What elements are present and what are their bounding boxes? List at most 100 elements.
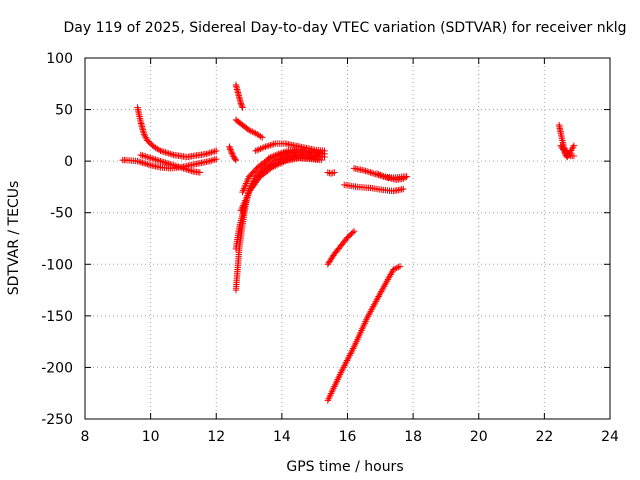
data-point [142, 160, 149, 167]
data-point [162, 159, 169, 166]
y-tick-label: -200 [41, 360, 73, 376]
data-point [561, 149, 568, 156]
grid [85, 58, 610, 419]
data-point [211, 148, 218, 155]
data-point [568, 145, 576, 153]
data-point [239, 104, 246, 111]
series-arc-14 [324, 228, 358, 268]
data-point [144, 161, 151, 168]
y-tick-label: 100 [46, 51, 73, 67]
data-point [318, 149, 325, 157]
data-point [209, 148, 217, 156]
data-point [349, 229, 356, 236]
data-point [401, 174, 409, 181]
data-point [329, 169, 336, 177]
data-point [360, 167, 368, 174]
data-point [248, 185, 255, 193]
series-arc-6 [232, 116, 266, 141]
data-point [150, 155, 158, 163]
data-point [567, 147, 575, 154]
series-arc-5 [232, 81, 246, 111]
data-point [139, 152, 146, 159]
data-point [321, 153, 328, 161]
data-point [362, 167, 369, 175]
data-point [142, 153, 149, 160]
data-point [155, 157, 163, 164]
y-tick-label: -100 [41, 257, 73, 273]
x-tick-label: 8 [81, 429, 90, 445]
data-point [167, 150, 174, 158]
y-tick-label: 0 [64, 154, 73, 170]
data-point [368, 169, 376, 177]
data-point [203, 150, 210, 158]
series-arc-15 [324, 263, 404, 404]
data-point [226, 144, 234, 152]
data-point [400, 185, 407, 193]
series-arc-12 [237, 154, 325, 214]
series-arc-13 [324, 169, 338, 177]
data-point [396, 263, 404, 270]
data-point [365, 168, 373, 176]
data-point [251, 180, 258, 188]
data-point [144, 153, 151, 161]
data-point [211, 156, 218, 163]
x-tick-label: 12 [207, 429, 225, 445]
data-point [564, 153, 571, 161]
data-point [208, 149, 215, 156]
data-point [252, 179, 259, 186]
x-tick-label: 22 [535, 429, 553, 445]
data-point [185, 166, 192, 174]
data-point [246, 187, 254, 194]
data-point [163, 149, 171, 157]
x-axis-label: GPS time / hours [286, 459, 403, 475]
series-arc-2 [134, 104, 220, 161]
data-point [157, 157, 164, 165]
data-point [232, 156, 240, 164]
data-point [566, 148, 574, 156]
data-points [119, 81, 578, 404]
data-point [226, 143, 233, 150]
data-point [238, 101, 245, 108]
data-point [139, 159, 146, 166]
x-tick-label: 20 [470, 429, 488, 445]
y-tick-labels: 100 50 0 -50 -100 -150 -200 -250 [41, 51, 73, 428]
data-point [249, 184, 256, 191]
data-point [566, 150, 573, 157]
y-tick-label: -50 [50, 206, 73, 222]
x-tick-label: 14 [273, 429, 291, 445]
data-point [188, 167, 195, 175]
data-point [327, 170, 335, 177]
data-point [227, 146, 234, 153]
series-arc-7 [252, 140, 328, 155]
series-arc-9 [232, 151, 328, 294]
series-arc-3 [137, 151, 204, 176]
data-point [227, 147, 235, 155]
data-point [165, 150, 172, 157]
data-point [231, 155, 239, 163]
data-point [393, 264, 400, 272]
data-point [363, 168, 371, 175]
data-point [324, 169, 332, 176]
data-point [367, 169, 374, 176]
series-arc-18 [341, 181, 407, 195]
data-point [213, 155, 220, 163]
data-point [258, 134, 266, 141]
data-point [350, 228, 358, 235]
data-point [270, 140, 277, 148]
data-point [570, 142, 578, 149]
data-point [228, 149, 235, 156]
data-point [213, 147, 220, 155]
data-point [145, 161, 153, 168]
data-point [149, 155, 156, 162]
data-point [318, 156, 325, 164]
data-point [565, 152, 572, 159]
data-point [237, 100, 245, 107]
data-point [158, 158, 166, 165]
data-point [137, 151, 144, 159]
data-point [204, 150, 212, 157]
data-point [153, 156, 161, 164]
data-point [140, 152, 148, 160]
plot-frame [84, 57, 611, 420]
data-point [208, 157, 215, 164]
data-point [152, 156, 159, 163]
